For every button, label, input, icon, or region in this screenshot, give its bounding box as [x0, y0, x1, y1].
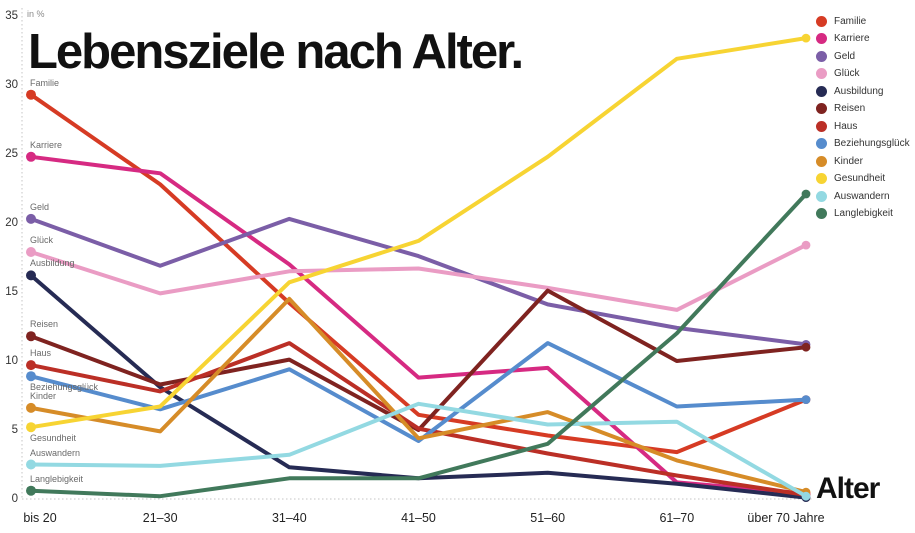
legend-swatch-langlebigkeit — [816, 208, 827, 219]
legend-item-gesundheit: Gesundheit — [810, 172, 885, 186]
x-tick-4: 41–50 — [401, 511, 436, 525]
series-point-gesundheit — [26, 422, 36, 433]
series-line-familie — [29, 92, 808, 455]
legend-swatch-ausbildung — [816, 85, 827, 97]
legend-label-kinder: Kinder — [834, 155, 863, 167]
series-point-geld — [26, 213, 36, 224]
y-axis-unit-label: in % — [27, 9, 45, 19]
legend-swatch-gesundheit — [816, 173, 827, 184]
series-point-glück — [801, 240, 811, 250]
legend-item-kinder: Kinder — [810, 154, 863, 168]
series-point-beziehungsglück — [801, 395, 811, 404]
x-tick-6: 61–70 — [659, 511, 695, 525]
legend-label-glück: Glück — [834, 68, 860, 79]
legend-label-gesundheit: Gesundheit — [834, 173, 886, 184]
legend-item-glück: Glück — [810, 67, 860, 81]
y-tick-5: 5 — [11, 424, 18, 436]
legend-item-langlebigkeit: Langlebigkeit — [810, 207, 893, 221]
y-tick-0: 0 — [11, 493, 18, 505]
series-start-label-beziehungsglück: Beziehungsglück — [30, 382, 99, 393]
series-point-familie — [26, 89, 36, 100]
series-line-haus — [29, 341, 808, 497]
y-tick-35: 35 — [5, 10, 18, 22]
series-start-label-langlebigkeit: Langlebigkeit — [30, 473, 84, 484]
legend-item-reisen: Reisen — [810, 102, 865, 116]
legend-item-ausbildung: Ausbildung — [810, 84, 883, 98]
series-line-geld — [29, 216, 808, 347]
legend-item-auswandern: Auswandern — [810, 189, 890, 203]
legend-swatch-beziehungsglück — [816, 138, 827, 149]
series-point-karriere — [26, 151, 36, 162]
legend-label-haus: Haus — [834, 120, 858, 132]
legend-label-langlebigkeit: Langlebigkeit — [834, 208, 893, 219]
legend-swatch-karriere — [816, 33, 827, 44]
series-start-label-auswandern: Auswandern — [30, 447, 81, 458]
series-point-beziehungsglück — [26, 371, 36, 382]
series-start-label-reisen: Reisen — [30, 319, 59, 330]
legend-swatch-glück — [816, 68, 827, 79]
legend-item-familie: Familie — [810, 14, 866, 28]
legend-label-familie: Familie — [834, 15, 867, 27]
legend-swatch-reisen — [816, 103, 827, 114]
y-tick-15: 15 — [5, 286, 18, 298]
legend-swatch-kinder — [816, 155, 827, 167]
series-point-auswandern — [801, 491, 811, 501]
legend-item-haus: Haus — [810, 119, 857, 133]
series-start-label-haus: Haus — [30, 348, 52, 359]
series-start-label-gesundheit: Gesundheit — [30, 433, 77, 444]
series-line-gesundheit — [29, 36, 808, 430]
series-point-glück — [26, 247, 36, 257]
legend-label-karriere: Karriere — [834, 33, 870, 44]
series-point-ausbildung — [26, 270, 36, 281]
legend-item-karriere: Karriere — [810, 32, 870, 46]
series-line-kinder — [29, 296, 808, 495]
x-tick-5: 51–60 — [530, 511, 566, 525]
legend-item-geld: Geld — [810, 49, 855, 63]
y-tick-30: 30 — [5, 79, 18, 91]
legend-swatch-familie — [816, 15, 827, 27]
series-line-auswandern — [29, 401, 808, 499]
x-tick-1: bis 20 — [23, 511, 57, 525]
series-point-reisen — [26, 331, 36, 342]
legend-label-geld: Geld — [834, 50, 856, 62]
legend-swatch-geld — [816, 50, 827, 62]
series-point-langlebigkeit — [26, 485, 36, 496]
series-start-label-familie: Familie — [30, 77, 60, 88]
x-axis-title: Alter — [816, 472, 880, 505]
series-start-label-kinder: Kinder — [30, 390, 57, 401]
x-tick-2: 21–30 — [142, 511, 178, 525]
series-line-glück — [29, 243, 808, 312]
series-start-label-karriere: Karriere — [30, 139, 63, 150]
legend-item-beziehungsglück: Beziehungsglück — [810, 137, 910, 151]
series-start-label-glück: Glück — [30, 234, 54, 245]
y-tick-20: 20 — [5, 217, 18, 229]
legend-swatch-haus — [816, 120, 827, 132]
series-line-langlebigkeit — [29, 192, 808, 499]
series-line-beziehungsglück — [29, 341, 808, 443]
series-start-label-geld: Geld — [30, 201, 50, 212]
legend-label-ausbildung: Ausbildung — [834, 85, 884, 97]
series-point-auswandern — [26, 459, 36, 470]
x-tick-7: über 70 Jahre — [747, 511, 825, 525]
series-point-gesundheit — [801, 33, 811, 43]
legend-label-reisen: Reisen — [834, 103, 866, 114]
series-point-kinder — [26, 402, 36, 413]
page-title: Lebensziele nach Alter. — [28, 25, 524, 79]
series-point-reisen — [801, 342, 811, 352]
legend-label-auswandern: Auswandern — [834, 190, 890, 202]
x-tick-3: 31–40 — [271, 511, 307, 525]
series-point-langlebigkeit — [801, 189, 811, 199]
legend-swatch-auswandern — [816, 190, 827, 202]
y-tick-25: 25 — [5, 148, 18, 160]
legend-label-beziehungsglück: Beziehungsglück — [834, 138, 910, 149]
y-tick-10: 10 — [5, 355, 18, 367]
series-start-label-ausbildung: Ausbildung — [30, 258, 75, 269]
series-point-haus — [26, 360, 36, 371]
